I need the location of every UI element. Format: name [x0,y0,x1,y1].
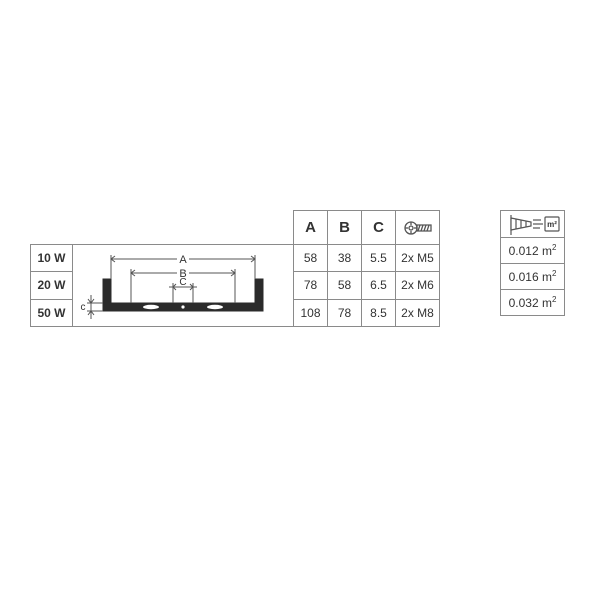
cell-screw: 2x M6 [396,272,440,299]
wind-value: 0.016 m2 [509,270,557,284]
watt-label: 20 W [31,272,73,299]
cell-a: 58 [294,245,328,272]
dim-label-a: A [179,254,187,266]
table-row: 10 W [31,245,440,272]
cell-screw: 2x M8 [396,299,440,326]
cell-b: 58 [328,272,362,299]
bracket-diagram-cell: A B [73,245,294,327]
wind-table: m² 0.012 m2 0.016 m2 0.032 m2 [500,210,565,316]
table-row: 0.012 m2 [501,238,565,264]
cell-c: 8.5 [362,299,396,326]
screw-icon [403,218,433,238]
cell-a: 78 [294,272,328,299]
table-row: 0.016 m2 [501,264,565,290]
col-header-c: C [362,211,396,245]
col-header-a: A [294,211,328,245]
table-row: 0.032 m2 [501,290,565,316]
dim-label-c-lower: c [81,302,86,313]
watt-label: 10 W [31,245,73,272]
col-header-screw [396,211,440,245]
cell-b: 78 [328,299,362,326]
bracket-diagram: A B [73,245,293,323]
blank-header [31,211,73,245]
cell-c: 6.5 [362,272,396,299]
col-header-b: B [328,211,362,245]
wind-header: m² [501,211,565,238]
wind-cell: 0.032 m2 [501,290,565,316]
cell-b: 38 [328,245,362,272]
svg-text:m²: m² [547,220,557,229]
wind-value: 0.012 m2 [509,244,557,258]
wind-cell: 0.016 m2 [501,264,565,290]
dim-label-c: C [179,277,186,288]
windsock-icon: m² [505,211,561,237]
wind-value: 0.032 m2 [509,296,557,310]
blank-header [73,211,294,245]
spec-figure: A B C [30,210,570,330]
cell-c: 5.5 [362,245,396,272]
cell-screw: 2x M5 [396,245,440,272]
watt-label: 50 W [31,299,73,326]
cell-a: 108 [294,299,328,326]
dimension-table: A B C [30,210,440,327]
wind-cell: 0.012 m2 [501,238,565,264]
